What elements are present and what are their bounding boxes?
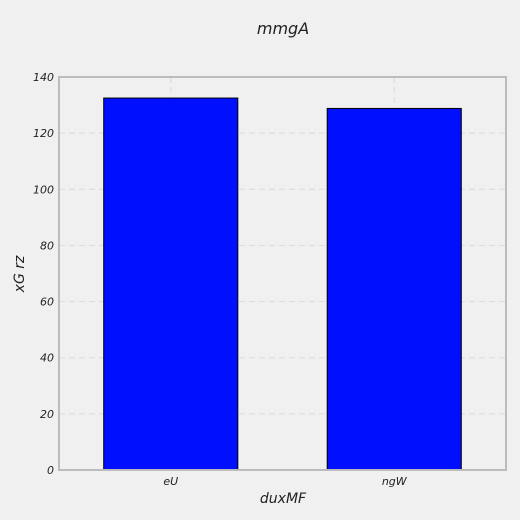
x-tick-label: eU (163, 475, 178, 488)
x-tick-label: ngW (382, 475, 408, 488)
y-tick-label: 100 (33, 183, 54, 196)
bar-eU (103, 97, 239, 471)
y-axis-label: xG rz (12, 255, 28, 293)
plot-frame (58, 76, 507, 471)
y-tick-label: 140 (33, 71, 54, 84)
x-axis-label: duxMF (260, 491, 307, 507)
y-tick-label: 20 (40, 408, 54, 421)
y-tick-labels: 0 20 40 60 80 100 120 140 (33, 71, 54, 477)
bars-layer (103, 97, 462, 471)
bar-ngW (326, 107, 462, 471)
y-tick-label: 60 (40, 296, 54, 309)
y-tick-label: 120 (33, 127, 54, 140)
y-tick-label: 0 (47, 464, 54, 477)
chart-title: mmgA (257, 19, 309, 38)
y-tick-label: 40 (40, 352, 54, 365)
x-tick-labels: eU ngW (163, 475, 407, 488)
y-tick-label: 80 (40, 239, 54, 252)
